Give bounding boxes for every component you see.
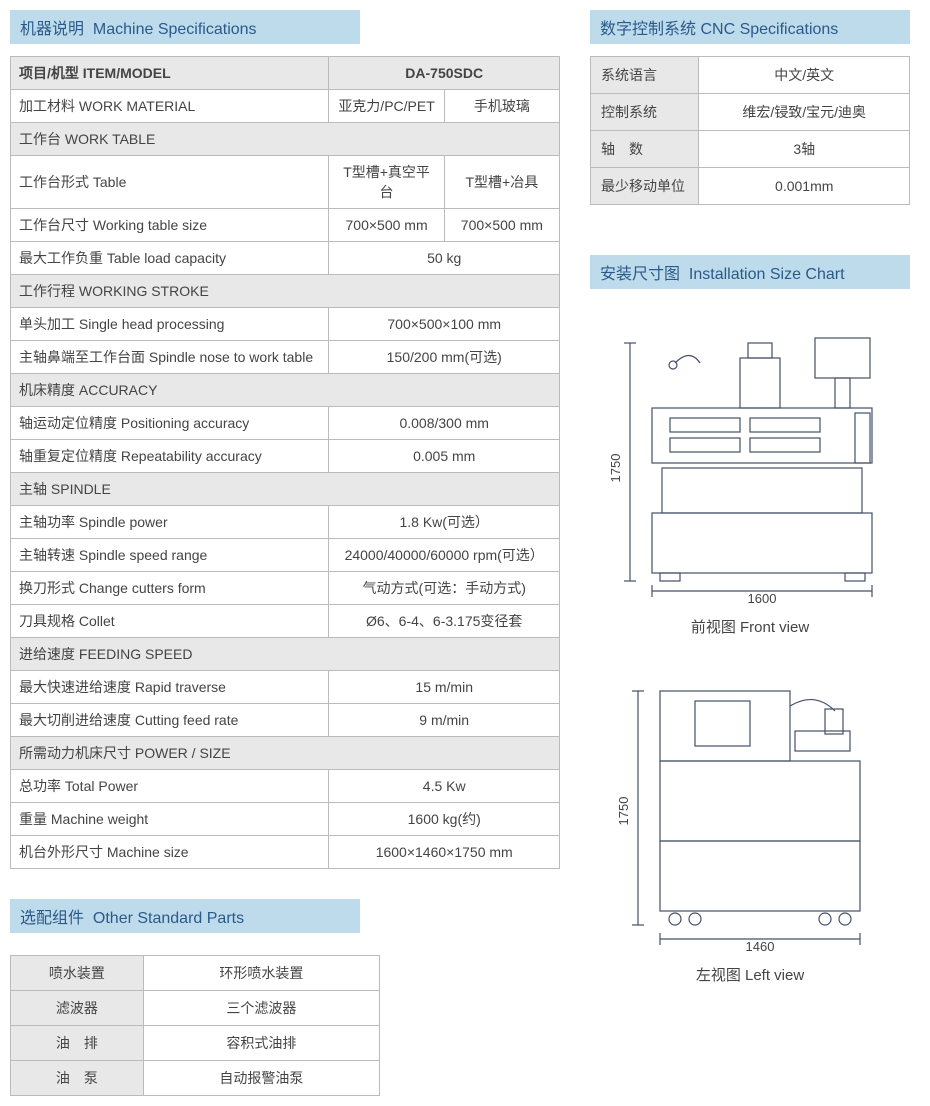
spec-row-label: 主轴功率 Spindle power <box>11 506 329 539</box>
spec-section-label: 工作行程 WORKING STROKE <box>11 275 560 308</box>
install-chart-header-en: Installation Size Chart <box>689 266 845 283</box>
spec-row-value: 1600 kg(约) <box>329 803 560 836</box>
spec-row-value: T型槽+真空平台 <box>329 156 444 209</box>
spec-section-label: 工作台 WORK TABLE <box>11 123 560 156</box>
other-parts-header: 选配组件 Other Standard Parts <box>10 899 360 933</box>
spec-row-label: 最大切削进给速度 Cutting feed rate <box>11 704 329 737</box>
spec-row-value: 1.8 Kw(可选） <box>329 506 560 539</box>
cnc-row-value: 维宏/锓致/宝元/迪奥 <box>699 94 910 131</box>
parts-row-value: 容积式油排 <box>143 1026 379 1061</box>
cnc-row-value: 中文/英文 <box>699 57 910 94</box>
spec-row-value: 700×500 mm <box>444 209 559 242</box>
spec-head-item: 项目/机型 ITEM/MODEL <box>11 57 329 90</box>
spec-row-label: 最大工作负重 Table load capacity <box>11 242 329 275</box>
cnc-row-label: 系统语言 <box>591 57 699 94</box>
machine-spec-table: 项目/机型 ITEM/MODEL DA-750SDC 加工材料 WORK MAT… <box>10 56 560 869</box>
spec-row-value: 15 m/min <box>329 671 560 704</box>
spec-row-value: 4.5 Kw <box>329 770 560 803</box>
machine-spec-header: 机器说明 Machine Specifications <box>10 10 360 44</box>
spec-section-label: 进给速度 FEEDING SPEED <box>11 638 560 671</box>
parts-row-label: 油 泵 <box>11 1061 144 1096</box>
spec-row-value: 24000/40000/60000 rpm(可选） <box>329 539 560 572</box>
left-height-label: 1750 <box>616 797 631 826</box>
machine-spec-header-en: Machine Specifications <box>93 21 257 38</box>
spec-row-value: 亚克力/PC/PET <box>329 90 444 123</box>
spec-row-label: 工作台形式 Table <box>11 156 329 209</box>
spec-row-value: 手机玻璃 <box>444 90 559 123</box>
spec-row-value: 9 m/min <box>329 704 560 737</box>
parts-row-label: 滤波器 <box>11 991 144 1026</box>
parts-row-label: 喷水装置 <box>11 956 144 991</box>
spec-row-label: 主轴鼻端至工作台面 Spindle nose to work table <box>11 341 329 374</box>
spec-row-value: 1600×1460×1750 mm <box>329 836 560 869</box>
front-view-caption: 前视图 Front view <box>590 616 910 637</box>
spec-row-label: 工作台尺寸 Working table size <box>11 209 329 242</box>
machine-spec-header-zh: 机器说明 <box>20 21 84 38</box>
other-parts-header-en: Other Standard Parts <box>93 910 244 927</box>
left-view-caption: 左视图 Left view <box>590 964 910 985</box>
parts-row-value: 环形喷水装置 <box>143 956 379 991</box>
parts-row-label: 油 排 <box>11 1026 144 1061</box>
parts-row-value: 三个滤波器 <box>143 991 379 1026</box>
cnc-spec-header: 数字控制系统 CNC Specifications <box>590 10 910 44</box>
spec-head-model: DA-750SDC <box>329 57 560 90</box>
cnc-row-label: 轴 数 <box>591 131 699 168</box>
spec-row-label: 轴运动定位精度 Positioning accuracy <box>11 407 329 440</box>
cnc-row-value: 3轴 <box>699 131 910 168</box>
install-chart-header: 安装尺寸图 Installation Size Chart <box>590 255 910 289</box>
parts-row-value: 自动报警油泵 <box>143 1061 379 1096</box>
front-height-label: 1750 <box>608 454 623 483</box>
spec-row-value: 0.008/300 mm <box>329 407 560 440</box>
spec-row-label: 总功率 Total Power <box>11 770 329 803</box>
spec-row-value: 700×500 mm <box>329 209 444 242</box>
left-width-label: 1460 <box>746 939 775 951</box>
cnc-spec-table: 系统语言中文/英文控制系统维宏/锓致/宝元/迪奥轴 数3轴最少移动单位0.001… <box>590 56 910 205</box>
left-view-diagram: 1460 1750 <box>590 661 910 954</box>
spec-section-label: 主轴 SPINDLE <box>11 473 560 506</box>
spec-section-label: 所需动力机床尺寸 POWER / SIZE <box>11 737 560 770</box>
other-parts-header-zh: 选配组件 <box>20 910 84 927</box>
spec-row-label: 刀具规格 Collet <box>11 605 329 638</box>
cnc-row-label: 控制系统 <box>591 94 699 131</box>
spec-row-label: 机台外形尺寸 Machine size <box>11 836 329 869</box>
spec-row-value: 150/200 mm(可选) <box>329 341 560 374</box>
spec-row-label: 单头加工 Single head processing <box>11 308 329 341</box>
spec-row-value: 50 kg <box>329 242 560 275</box>
spec-row-label: 换刀形式 Change cutters form <box>11 572 329 605</box>
cnc-spec-header-zh: 数字控制系统 <box>600 21 696 38</box>
cnc-spec-header-en: CNC Specifications <box>700 21 838 38</box>
spec-row-value: 0.005 mm <box>329 440 560 473</box>
spec-section-label: 机床精度 ACCURACY <box>11 374 560 407</box>
spec-row-value: 700×500×100 mm <box>329 308 560 341</box>
spec-row-value: T型槽+冶具 <box>444 156 559 209</box>
spec-row-label: 加工材料 WORK MATERIAL <box>11 90 329 123</box>
front-view-diagram: 1600 1750 <box>590 313 910 606</box>
install-chart-header-zh: 安装尺寸图 <box>600 266 680 283</box>
spec-row-label: 主轴转速 Spindle speed range <box>11 539 329 572</box>
spec-row-label: 重量 Machine weight <box>11 803 329 836</box>
front-width-label: 1600 <box>748 591 777 603</box>
cnc-row-label: 最少移动单位 <box>591 168 699 205</box>
spec-row-label: 最大快速进给速度 Rapid traverse <box>11 671 329 704</box>
cnc-row-value: 0.001mm <box>699 168 910 205</box>
spec-row-value: Ø6、6-4、6-3.175变径套 <box>329 605 560 638</box>
spec-row-value: 气动方式(可选：手动方式) <box>329 572 560 605</box>
spec-row-label: 轴重复定位精度 Repeatability accuracy <box>11 440 329 473</box>
